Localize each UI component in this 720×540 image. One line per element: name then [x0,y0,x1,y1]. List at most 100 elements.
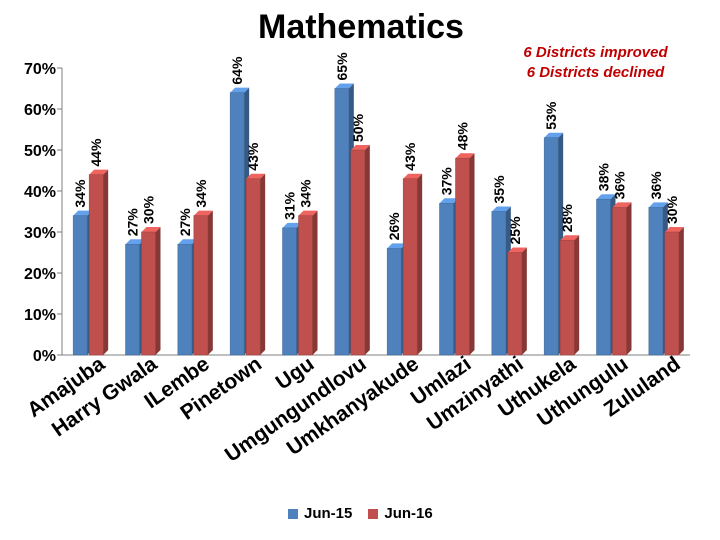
bar-jun15 [177,244,193,356]
bar-top-jun16 [455,153,475,159]
bar-side-jun16 [678,227,684,355]
bar-top-jun15 [387,243,407,249]
y-tick-label: 10% [24,307,56,324]
bar-top-jun15 [125,239,145,245]
data-label-jun16: 43% [402,142,418,171]
data-label-jun16: 34% [193,179,209,208]
bar-top-jun15 [282,222,302,228]
bar-top-jun15 [648,202,668,208]
bar-top-jun16 [403,173,423,179]
data-label-jun16: 50% [350,113,366,142]
data-label-jun16: 48% [455,122,471,151]
bar-jun15 [282,227,297,356]
data-label-jun15: 64% [229,56,245,85]
data-label-jun15: 38% [596,163,612,192]
data-label-jun16: 34% [298,179,314,208]
data-label-jun15: 37% [439,167,455,196]
bar-jun15 [543,137,559,356]
data-label-jun15: 31% [282,191,298,220]
bar-jun16 [402,178,418,356]
bar-top-jun16 [246,173,266,179]
bar-side-jun16 [417,173,423,355]
note-improved: 6 Districts improved [523,44,668,61]
y-tick-label: 50% [24,143,56,160]
bar-top-jun16 [141,227,161,232]
bar-jun16 [245,178,261,356]
bar-side-jun16 [574,235,580,355]
data-label-jun15: 27% [125,208,141,237]
y-tick-label: 30% [24,225,56,242]
note-declined: 6 Districts declined [526,64,665,81]
data-label-jun15: 27% [177,208,193,237]
data-label-jun16: 36% [612,171,628,200]
bar-jun15 [229,92,245,356]
legend-swatch-jun16 [368,508,379,519]
bar-side-jun16 [626,202,632,355]
bar-side-jun16 [364,145,370,355]
bar-jun16 [88,174,104,356]
bar-side-jun16 [521,247,527,355]
bar-side-jun16 [260,173,266,355]
data-label-jun15: 34% [72,179,88,208]
bar-jun16 [193,215,209,356]
legend: Jun-15 Jun-16 [288,505,449,522]
y-tick-label: 60% [24,102,56,119]
bar-jun15 [125,244,140,356]
bar-jun16 [507,252,523,356]
bar-top-jun16 [507,247,527,253]
legend-label-jun15: Jun-15 [304,505,353,522]
bar-jun15 [648,207,664,356]
data-label-jun16: 30% [664,195,680,224]
bar-top-jun16 [664,227,684,232]
bar-jun16 [455,157,470,356]
data-label-jun15: 36% [648,171,664,200]
chart-title: Mathematics [258,8,464,46]
bar-top-jun16 [298,210,318,216]
bar-top-jun15 [491,206,511,212]
bar-jun16 [612,207,627,356]
bar-jun16 [298,215,313,356]
data-label-jun16: 25% [507,216,523,245]
data-label-jun16: 43% [245,142,261,171]
y-tick-label: 40% [24,184,56,201]
bar-top-jun15 [230,87,250,93]
data-label-jun16: 44% [88,138,104,167]
bar-top-jun15 [596,194,616,200]
bar-side-jun16 [469,153,475,355]
y-tick-label: 20% [24,266,56,283]
bar-side-jun16 [155,227,161,355]
bar-jun16 [141,231,156,356]
data-label-jun16: 28% [559,204,575,233]
bar-top-jun15 [544,132,564,138]
bar-top-jun16 [612,202,632,208]
bar-top-jun16 [89,169,109,175]
y-tick-label: 0% [33,348,56,365]
data-label-jun15: 26% [386,212,402,241]
bar-top-jun15 [73,210,93,216]
bar-top-jun15 [334,83,354,89]
legend-item-jun16: Jun-16 [368,505,433,522]
bar-top-jun16 [560,235,580,241]
bar-side-jun16 [103,169,109,355]
bar-jun15 [439,203,454,356]
legend-item-jun15: Jun-15 [288,505,352,522]
bar-side-jun16 [312,210,318,355]
bar-top-jun15 [177,239,197,245]
legend-label-jun16: Jun-16 [384,505,433,522]
data-label-jun16: 30% [141,195,157,224]
data-label-jun15: 35% [491,175,507,204]
bar-jun16 [350,149,366,356]
bar-side-jun16 [207,210,213,355]
bar-jun16 [559,239,575,356]
bar-top-jun16 [193,210,213,216]
legend-swatch-jun15 [288,508,298,519]
bar-top-jun16 [350,145,370,150]
bar-jun15 [72,215,88,356]
bar-jun16 [664,231,680,356]
bar-jun15 [386,248,402,356]
data-label-jun15: 53% [543,101,559,130]
bar-jun15 [491,211,507,356]
y-tick-label: 70% [24,61,56,78]
